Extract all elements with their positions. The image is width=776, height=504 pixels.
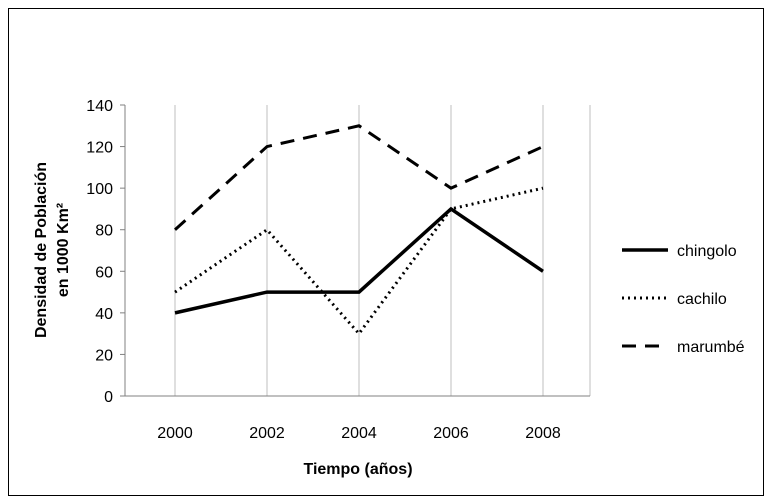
x-tick-labels: 2000 2002 2004 2006 2008 (157, 425, 561, 442)
chart-frame (8, 8, 764, 496)
y-tick-labels: 0 20 40 60 80 100 120 140 (86, 98, 125, 406)
y-tick-label-80: 80 (95, 223, 113, 240)
y-tick-label-120: 120 (86, 140, 113, 157)
y-tick-label-40: 40 (95, 306, 113, 323)
x-tick-label-2000: 2000 (157, 425, 193, 442)
series-line-chingolo (174, 206, 544, 315)
x-axis-title: Tiempo (años) (303, 461, 412, 478)
legend: chingolo cachilo marumbé (622, 243, 745, 356)
y-tick-label-60: 60 (95, 264, 113, 281)
y-tick-label-100: 100 (86, 181, 113, 198)
y-tick-label-140: 140 (86, 98, 113, 115)
x-tick-label-2006: 2006 (433, 425, 469, 442)
grid (174, 105, 591, 396)
series-line-marumbé (173, 124, 544, 231)
y-axis-title-line-1: Densidad de Población (33, 162, 50, 338)
y-tick-label-0: 0 (104, 389, 113, 406)
x-tick-label-2004: 2004 (341, 425, 377, 442)
legend-label-chingolo: chingolo (677, 243, 737, 260)
y-axis-title-line-2: en 1000 Km² (55, 203, 72, 297)
axes (124, 105, 590, 397)
series (173, 124, 544, 337)
y-tick-label-20: 20 (95, 347, 113, 364)
x-tick-label-2008: 2008 (525, 425, 561, 442)
legend-label-marumbé: marumbé (677, 339, 745, 356)
x-tick-label-2002: 2002 (249, 425, 285, 442)
legend-label-cachilo: cachilo (677, 291, 727, 308)
